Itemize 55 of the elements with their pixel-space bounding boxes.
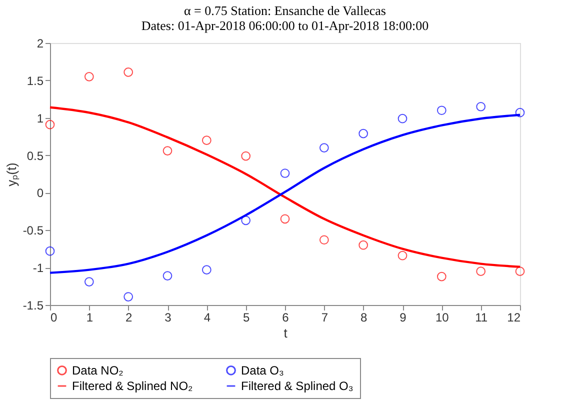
x-tick-label: 7	[321, 310, 328, 324]
point	[436, 272, 446, 282]
x-tick-label: 0	[50, 310, 58, 324]
point	[45, 120, 55, 130]
point	[476, 266, 486, 276]
point	[280, 214, 290, 224]
y-tick-label: 0	[36, 186, 44, 200]
point	[162, 146, 172, 156]
y-tick-label: -1.5	[22, 298, 44, 312]
point	[162, 271, 172, 280]
x-tick-label: 10	[435, 310, 450, 324]
point	[280, 168, 290, 178]
x-tick-label: 2	[125, 310, 132, 324]
x-axis-title: t	[284, 326, 288, 340]
point	[202, 265, 212, 274]
x-tick-label: 11	[475, 310, 488, 324]
point	[515, 266, 525, 276]
x-tick-label: 4	[204, 310, 211, 324]
legend-label: Filtered & Splined O₃	[241, 379, 354, 393]
point	[358, 128, 368, 138]
point	[476, 102, 486, 112]
point	[398, 250, 408, 260]
text: α = 0.75 Station: Ensanche de Vallecas	[184, 3, 386, 18]
legend-label: Filtered & Splined NO₂	[72, 379, 194, 393]
point	[202, 136, 212, 145]
x-tick-label: 9	[400, 310, 407, 324]
point	[241, 151, 251, 161]
point	[124, 68, 134, 77]
point	[515, 108, 525, 118]
point	[84, 277, 94, 286]
point	[241, 216, 251, 226]
point	[436, 106, 446, 116]
x-tick-label: 1	[86, 310, 94, 324]
text: Dates: 01-Apr-2018 06:00:00 to 01-Apr-2018 18:00:00	[141, 18, 429, 33]
y-tick-label: 2	[36, 36, 44, 50]
x-tick-label: 6	[282, 310, 290, 324]
x-tick-label: 8	[360, 310, 368, 324]
y-tick-label: 1	[36, 111, 44, 126]
x-tick-label: 12	[507, 310, 521, 324]
x-tick-label: 3	[164, 310, 172, 324]
point	[45, 246, 55, 256]
point	[84, 72, 94, 82]
point	[319, 235, 329, 245]
point	[319, 143, 329, 152]
point	[358, 240, 368, 250]
point	[124, 292, 134, 302]
y-axis-title: yₚ(t)	[4, 162, 20, 186]
y-tick-label: -0.5	[22, 224, 44, 238]
point	[398, 114, 408, 124]
legend-label: Data NO₂	[72, 363, 124, 378]
y-tick-label: -1	[32, 261, 44, 276]
y-tick-label: 1.5	[26, 74, 44, 88]
x-tick-label: 5	[242, 310, 250, 324]
y-tick-label: 0.5	[26, 148, 44, 163]
legend-label: Data O₃	[241, 363, 284, 378]
